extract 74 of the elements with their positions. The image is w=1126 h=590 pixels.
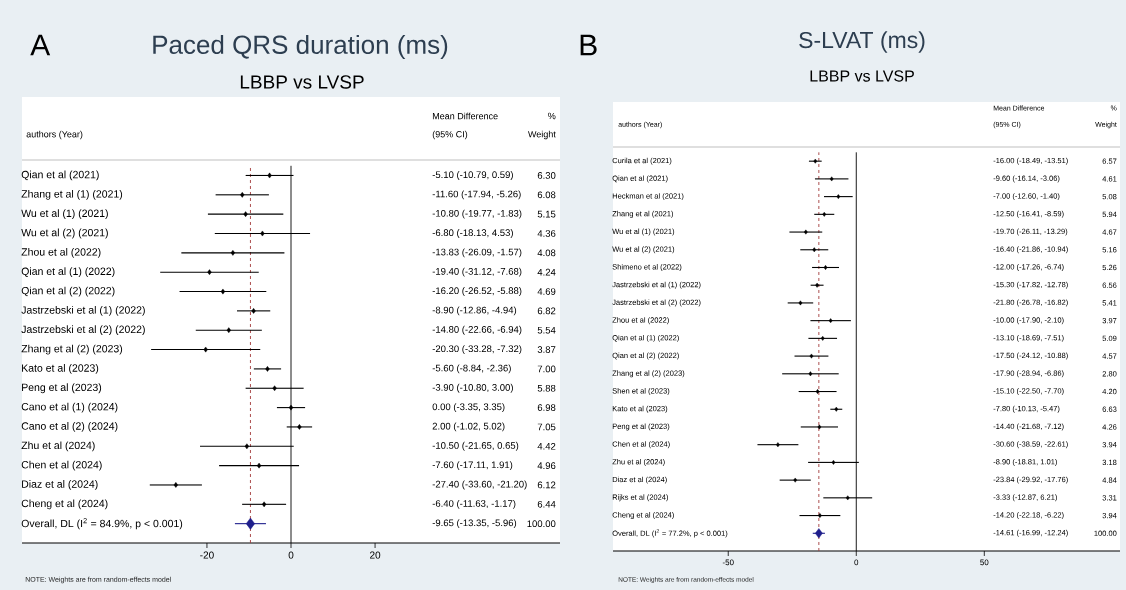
annotation: 0.00 (-3.35, 3.35) [432,403,505,413]
y-tick-label: Qian et al (2) (2022) [21,286,115,297]
annotation: -8.90 (-12.86, -4.94) [432,306,517,316]
annotation: -27.40 (-33.60, -21.20) [432,480,527,490]
annotation: 4.96 [537,462,556,469]
y-tick-label: Wu et al (2) (2021) [21,228,108,239]
x-tick-label: 20 [370,551,381,559]
y-tick-label: Overall, DL (I$^{2}$ = 84.9%, p < 0.001) [21,518,183,530]
annotation: -6.40 (-11.63, -1.17) [432,499,516,509]
annotation: -20.30 (-33.28, -7.32) [432,345,522,354]
text: % [548,112,556,120]
y-tick-label: Cheng et al (2024) [21,499,108,510]
annotation: 6.30 [537,172,556,179]
annotation: 6.08 [537,191,556,199]
y-tick-label: Qian et al (2021) [21,170,99,181]
annotation: -7.60 (-17.11, 1.91) [432,461,513,471]
annotation: 2.00 (-1.02, 5.02) [432,422,505,432]
annotation: 6.44 [537,500,556,508]
annotation: -5.60 (-8.84, -2.36) [432,364,511,374]
chart-title: S-LVAT (ms) [799,31,925,53]
annotation: 6.12 [537,481,556,489]
y-tick-label: Peng et al (2023) [22,383,102,394]
text: A [30,34,51,56]
x-tick-label: -20 [200,551,214,559]
annotation: 7.00 [537,365,556,373]
annotation: 100.00 [527,520,556,528]
annotation: -11.60 (-17.94, -5.26) [432,190,521,200]
chart-subtitle: LBBP vs LVSP [240,75,364,89]
annotation: 6.82 [537,307,556,315]
annotation: -6.80 (-18.13, 4.53) [432,229,513,238]
text: Weight [528,130,556,140]
annotation: -19.40 (-31.12, -7.68) [432,267,522,277]
annotation: -5.10 (-10.79, 0.59) [432,171,513,180]
annotation: -3.90 (-10.80, 3.00) [432,383,513,393]
y-tick-label: Cano et al (2) (2024) [21,422,118,432]
annotation: 4.69 [537,288,556,295]
annotation: 4.42 [537,442,556,450]
x-tick-label: 50 [980,559,989,566]
y-tick-label: Diaz et al (2024) [22,480,98,490]
annotation: 3.87 [537,346,556,353]
y-tick-label: Cano et al (1) (2024) [21,402,118,413]
annotation: -9.65 (-13.35, -5.96) [432,519,517,529]
x-tick-label: 0 [854,559,859,566]
annotation: -13.83 (-26.09, -1.57) [432,248,522,258]
annotation: 5.15 [537,210,556,218]
annotation: 4.08 [537,249,556,257]
y-tick-label: Chen et al (2024) [21,460,102,471]
text: B [580,34,597,56]
annotation: -14.80 (-22.66, -6.94) [432,325,522,335]
y-tick-label: Kato et al (2023) [22,364,99,374]
y-tick-label: Jastrzebski et al (2) (2022) [21,325,145,336]
y-tick-label: Wu et al (1) (2021) [21,209,108,220]
text: authors (Year) [26,130,83,140]
annotation: 5.88 [537,384,556,392]
x-tick-label: -50 [722,559,734,566]
annotation: 6.98 [537,404,556,411]
text: Mean Difference [432,112,498,120]
y-tick-label: Zhu et al (2024) [21,441,95,452]
annotation: -10.50 (-21.65, 0.65) [432,441,519,451]
annotation: 4.36 [537,230,556,237]
y-tick-label: Qian et al (1) (2022) [21,267,115,278]
chart-title: Paced QRS duration (ms) [153,34,448,60]
y-tick-label: Zhou et al (2022) [21,247,101,258]
annotation: 5.54 [537,326,556,334]
annotation: 7.05 [537,423,556,431]
annotation: -10.80 (-19.77, -1.83) [432,209,522,219]
annotation: -16.20 (-26.52, -5.88) [432,287,522,296]
y-tick-label: Jastrzebski et al (1) (2022) [21,305,145,316]
x-tick-label: 0 [288,551,294,559]
y-tick-label: Zhang et al (1) (2021) [21,189,123,200]
annotation: 4.24 [537,268,556,276]
text: (95% CI) [432,130,468,140]
chart-subtitle: LBBP vs LVSP [810,70,914,82]
y-tick-label: Zhang et al (2) (2023) [21,344,123,355]
